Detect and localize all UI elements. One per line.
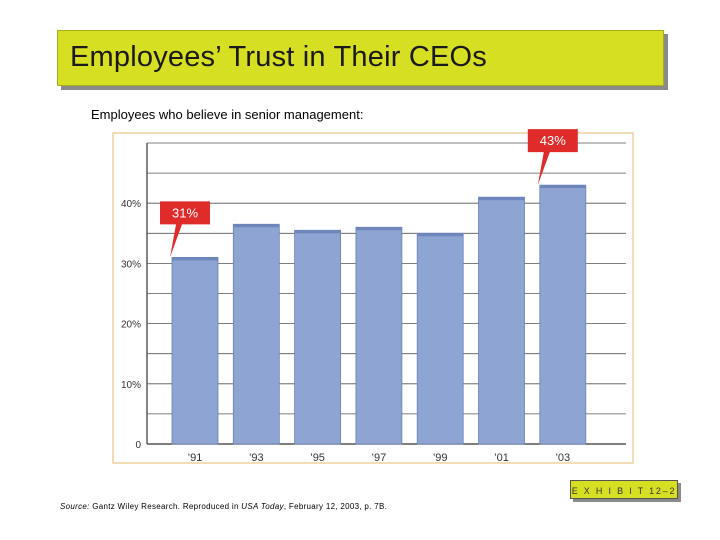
slide-title: Employees’ Trust in Their CEOs — [70, 41, 487, 73]
bar — [171, 256, 219, 445]
bar — [294, 229, 342, 445]
bar — [416, 232, 464, 445]
x-tick-label: ’01 — [494, 452, 509, 464]
bar — [232, 223, 280, 445]
bar-top-shade — [172, 257, 218, 261]
callout-shape — [527, 129, 578, 186]
x-tick-label: ’99 — [433, 452, 448, 464]
exhibit-label: E X H I B I T 12–2 — [571, 486, 677, 496]
title-banner: Employees’ Trust in Their CEOs — [57, 30, 664, 86]
source-publication: USA Today — [241, 502, 284, 511]
bar — [478, 196, 525, 445]
bar — [355, 226, 403, 445]
y-tick-label: 20% — [121, 320, 141, 331]
x-tick-label: ’91 — [188, 452, 203, 464]
x-tick-label: ’95 — [310, 452, 325, 464]
chart-subtitle: Employees who believe in senior manageme… — [91, 107, 364, 122]
bar-top-shade — [478, 197, 525, 201]
source-prefix: Source: — [60, 502, 90, 511]
source-note: Source: Gantz Wiley Research. Reproduced… — [60, 502, 387, 511]
y-tick-label: 40% — [121, 199, 141, 210]
x-tick-label: ’97 — [372, 452, 387, 464]
y-tick-label: 0 — [135, 440, 141, 451]
source-text-1: Gantz Wiley Research. Reproduced in — [89, 502, 242, 511]
bar-top-shade — [355, 227, 402, 231]
y-tick-label: 10% — [121, 380, 141, 391]
bar-top-shade — [233, 224, 280, 228]
y-tick-label: 30% — [121, 259, 141, 270]
x-tick-label: ’03 — [555, 452, 570, 464]
callout-shape — [160, 201, 210, 258]
bar-top-shade — [417, 233, 464, 237]
callout-label: 31% — [172, 205, 198, 220]
bar-top-shade — [294, 230, 341, 234]
bar — [539, 184, 587, 445]
callout-label: 43% — [540, 133, 566, 148]
exhibit-badge: E X H I B I T 12–2 — [570, 480, 678, 499]
x-tick-label: ’93 — [249, 452, 264, 464]
source-text-2: , February 12, 2003, p. 7B. — [283, 502, 388, 511]
bar-top-shade — [539, 185, 586, 189]
